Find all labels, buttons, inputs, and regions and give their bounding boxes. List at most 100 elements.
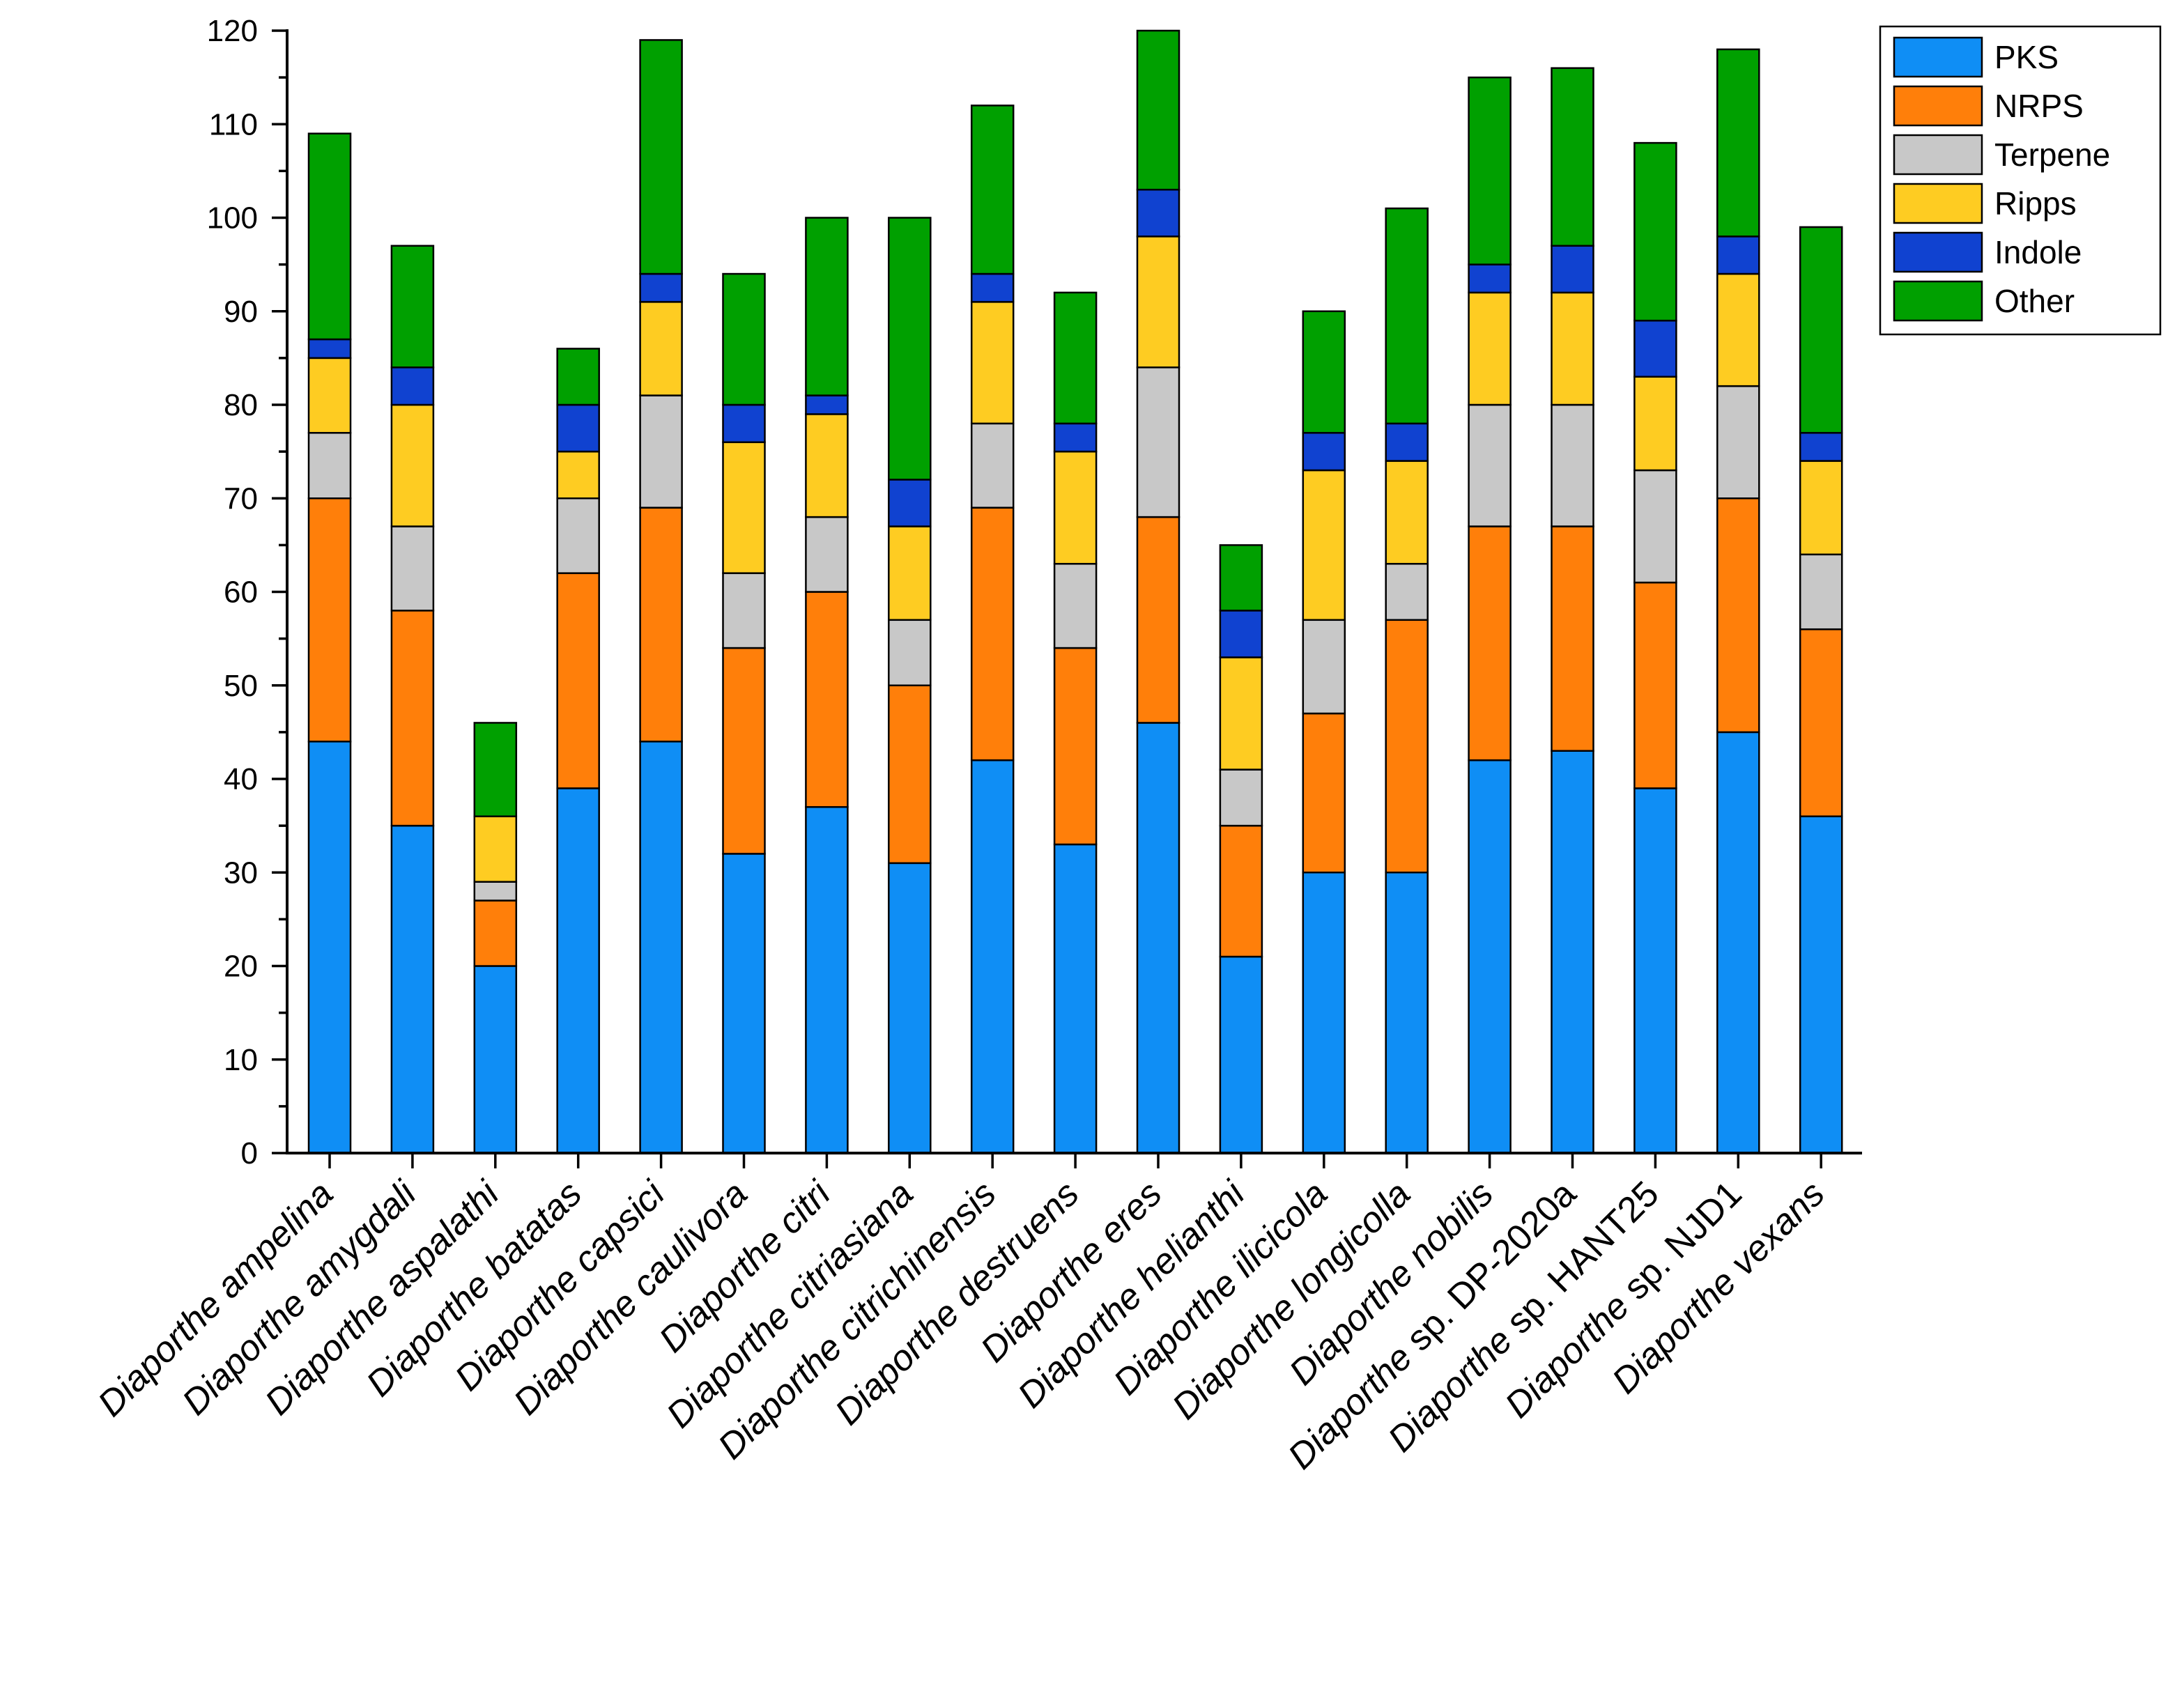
y-tick-label: 70	[224, 481, 258, 516]
legend-label-other: Other	[1994, 283, 2075, 319]
bar-segment-pks	[1633, 787, 1677, 1154]
bar-segment-nrps	[1053, 647, 1098, 846]
bar-segment-terpene	[307, 432, 352, 500]
bar-segment-indole	[805, 394, 849, 415]
bar-segment-pks	[1302, 872, 1346, 1154]
bar-segment-ripps	[1302, 469, 1346, 621]
bar-segment-terpene	[1799, 553, 1843, 631]
bar-segment-other	[722, 272, 766, 406]
bar-segment-other	[1551, 67, 1594, 247]
legend-swatch-nrps	[1893, 85, 1983, 127]
legend-swatch-ripps	[1893, 183, 1983, 224]
bar-segment-other	[390, 245, 435, 369]
y-tick-label: 50	[224, 669, 258, 703]
bar-segment-terpene	[1053, 562, 1098, 649]
bar-segment-pks	[1385, 872, 1429, 1154]
bar-segment-ripps	[1468, 291, 1512, 406]
bar-segment-nrps	[722, 647, 766, 855]
bar-segment-terpene	[970, 422, 1015, 509]
bar-segment-nrps	[1219, 824, 1263, 958]
bar-segment-pks	[307, 741, 352, 1154]
legend-swatch-other	[1893, 280, 1983, 322]
bar-segment-ripps	[1219, 656, 1263, 771]
bar-segment-terpene	[1551, 403, 1594, 527]
bar-segment-terpene	[639, 394, 683, 509]
bar-segment-indole	[556, 403, 600, 453]
bar-segment-ripps	[639, 301, 683, 396]
bar-segment-other	[1633, 141, 1677, 322]
bar-segment-other	[1053, 291, 1098, 425]
bar-segment-terpene	[473, 881, 518, 902]
bar-segment-terpene	[1219, 768, 1263, 827]
bar-segment-terpene	[888, 619, 932, 687]
bar-segment-ripps	[1385, 460, 1429, 565]
legend-label-pks: PKS	[1994, 39, 2059, 75]
bar-segment-pks	[1716, 731, 1760, 1154]
bar-segment-indole	[1633, 319, 1677, 378]
bar-segment-indole	[1302, 432, 1346, 472]
bar-segment-other	[1385, 207, 1429, 425]
legend: PKS NRPS Terpene Ripps Indole Other	[1879, 25, 2162, 336]
y-tick-label: 10	[224, 1043, 258, 1077]
bar-segment-ripps	[390, 403, 435, 527]
bar-segment-ripps	[888, 525, 932, 621]
bar-segment-pks	[639, 741, 683, 1154]
y-tick-label: 100	[207, 201, 258, 235]
bar-segment-other	[970, 105, 1015, 275]
legend-label-terpene: Terpene	[1994, 137, 2110, 173]
bar-segment-other	[805, 217, 849, 396]
bar-segment-indole	[888, 479, 932, 527]
bar-segment-nrps	[1799, 628, 1843, 817]
bar-segment-pks	[1468, 759, 1512, 1154]
bar-segment-pks	[390, 824, 435, 1154]
bar-segment-indole	[1799, 432, 1843, 462]
bar-segment-nrps	[307, 497, 352, 743]
bar-segment-nrps	[805, 591, 849, 808]
bar-segment-terpene	[1468, 403, 1512, 527]
bar-segment-indole	[1219, 610, 1263, 658]
bar-segment-pks	[1551, 750, 1594, 1154]
bar-segment-other	[1302, 310, 1346, 434]
bar-segment-ripps	[1136, 235, 1181, 369]
bar-segment-indole	[639, 272, 683, 303]
bar-segment-indole	[1053, 422, 1098, 453]
y-tick-label: 120	[207, 14, 258, 48]
bar-segment-other	[1136, 29, 1181, 191]
bar-segment-pks	[1799, 815, 1843, 1154]
bar-segment-ripps	[1716, 272, 1760, 387]
y-tick-label: 60	[224, 575, 258, 610]
bar-segment-other	[888, 217, 932, 481]
bar-segment-pks	[1219, 955, 1263, 1154]
bar-segment-indole	[1716, 235, 1760, 275]
bar-segment-ripps	[805, 413, 849, 518]
bar-segment-nrps	[473, 899, 518, 967]
y-axis-ticks: 0 10 20 30 40 50 60 70 80 90 100 110 120	[207, 14, 287, 1170]
bar-segment-ripps	[1551, 291, 1594, 406]
legend-swatch-indole	[1893, 231, 1983, 273]
bar-segment-ripps	[1053, 450, 1098, 565]
legend-label-indole: Indole	[1994, 234, 2082, 270]
bar-segment-pks	[1053, 843, 1098, 1154]
bar-segment-other	[1716, 48, 1760, 238]
y-tick-label: 80	[224, 388, 258, 422]
bar-segment-indole	[390, 366, 435, 406]
bar-segment-nrps	[639, 507, 683, 743]
bar-segment-other	[473, 722, 518, 817]
bar-segment-nrps	[556, 572, 600, 789]
y-tick-label: 90	[224, 295, 258, 329]
bar-segment-pks	[888, 862, 932, 1154]
bar-segment-indole	[722, 403, 766, 443]
bar-segment-other	[1799, 226, 1843, 434]
bar-segment-ripps	[307, 357, 352, 434]
bar-segment-nrps	[888, 684, 932, 865]
y-tick-label: 40	[224, 762, 258, 796]
y-tick-label: 20	[224, 950, 258, 984]
bar-segment-nrps	[970, 507, 1015, 762]
bar-segment-nrps	[390, 610, 435, 827]
bar-segment-other	[307, 132, 352, 341]
bar-segment-terpene	[1302, 619, 1346, 715]
bar-segment-nrps	[1136, 516, 1181, 724]
bar-segment-ripps	[722, 441, 766, 574]
